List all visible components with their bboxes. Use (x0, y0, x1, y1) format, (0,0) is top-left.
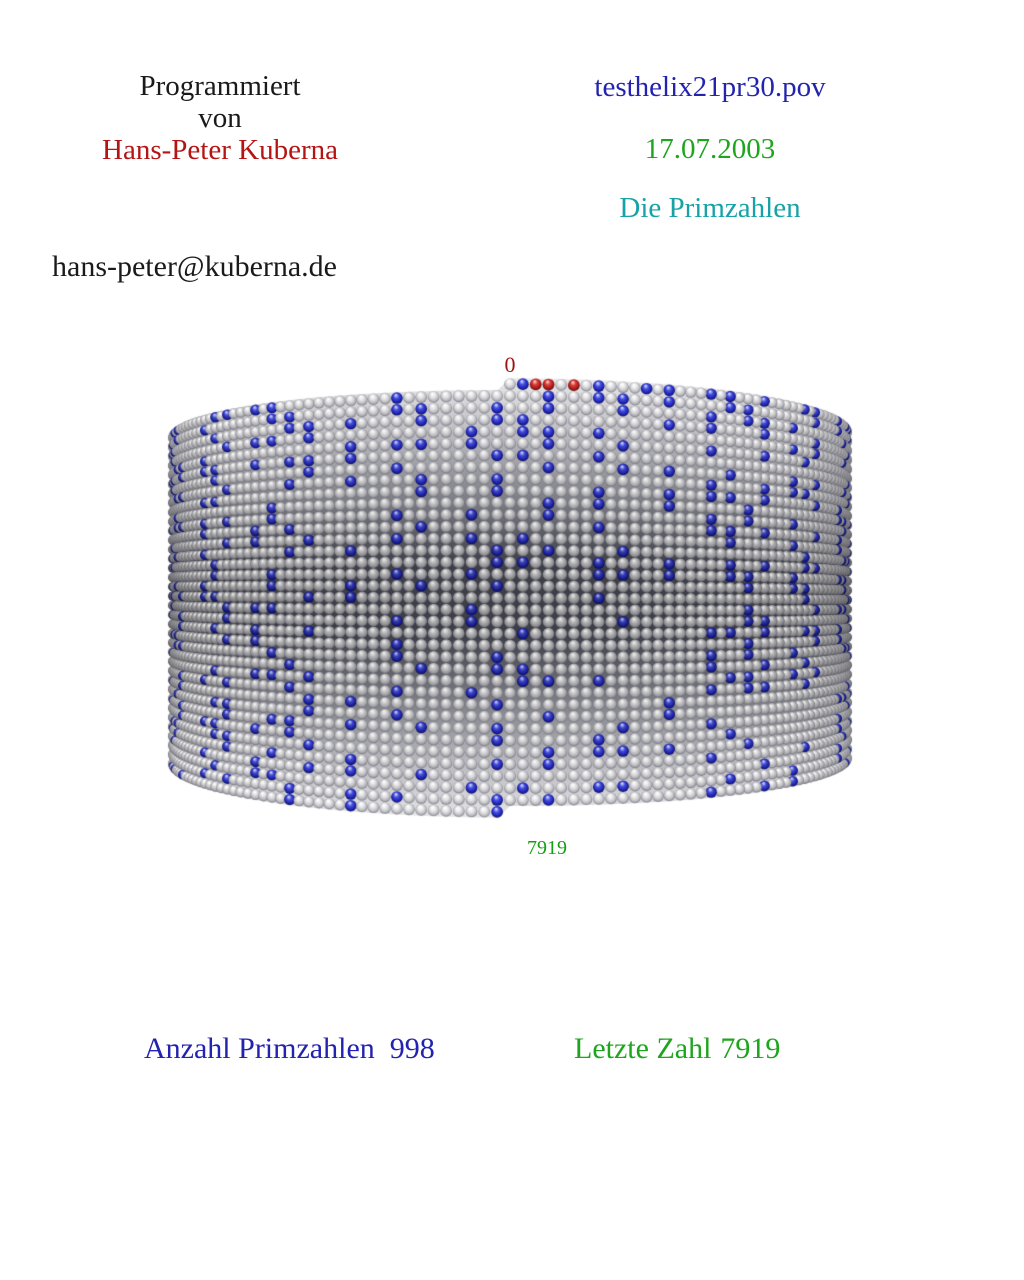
credit-line-von: von (198, 102, 242, 134)
prime-count-line: Anzahl Primzahlen 998 (144, 1032, 435, 1066)
image-title: Die Primzahlen (619, 192, 801, 224)
last-number-label: Letzte Zahl (574, 1032, 712, 1065)
prime-count-label: Anzahl Primzahlen (144, 1032, 375, 1065)
author-email: hans-peter@kuberna.de (52, 250, 337, 283)
helix-end-label: 7919 (527, 837, 567, 859)
scene-filename: testhelix21pr30.pov (594, 71, 826, 103)
last-number-value: 7919 (720, 1032, 781, 1065)
credit-author-name: Hans-Peter Kuberna (102, 134, 338, 166)
credit-line-programmiert: Programmiert (139, 70, 301, 102)
helix-start-label: 0 (504, 352, 516, 377)
last-number-line: Letzte Zahl 7919 (574, 1032, 780, 1066)
credit-block: Programmiert von Hans-Peter Kuberna (40, 70, 400, 166)
render-date: 17.07.2003 (644, 133, 776, 165)
prime-count-value: 998 (389, 1032, 435, 1065)
